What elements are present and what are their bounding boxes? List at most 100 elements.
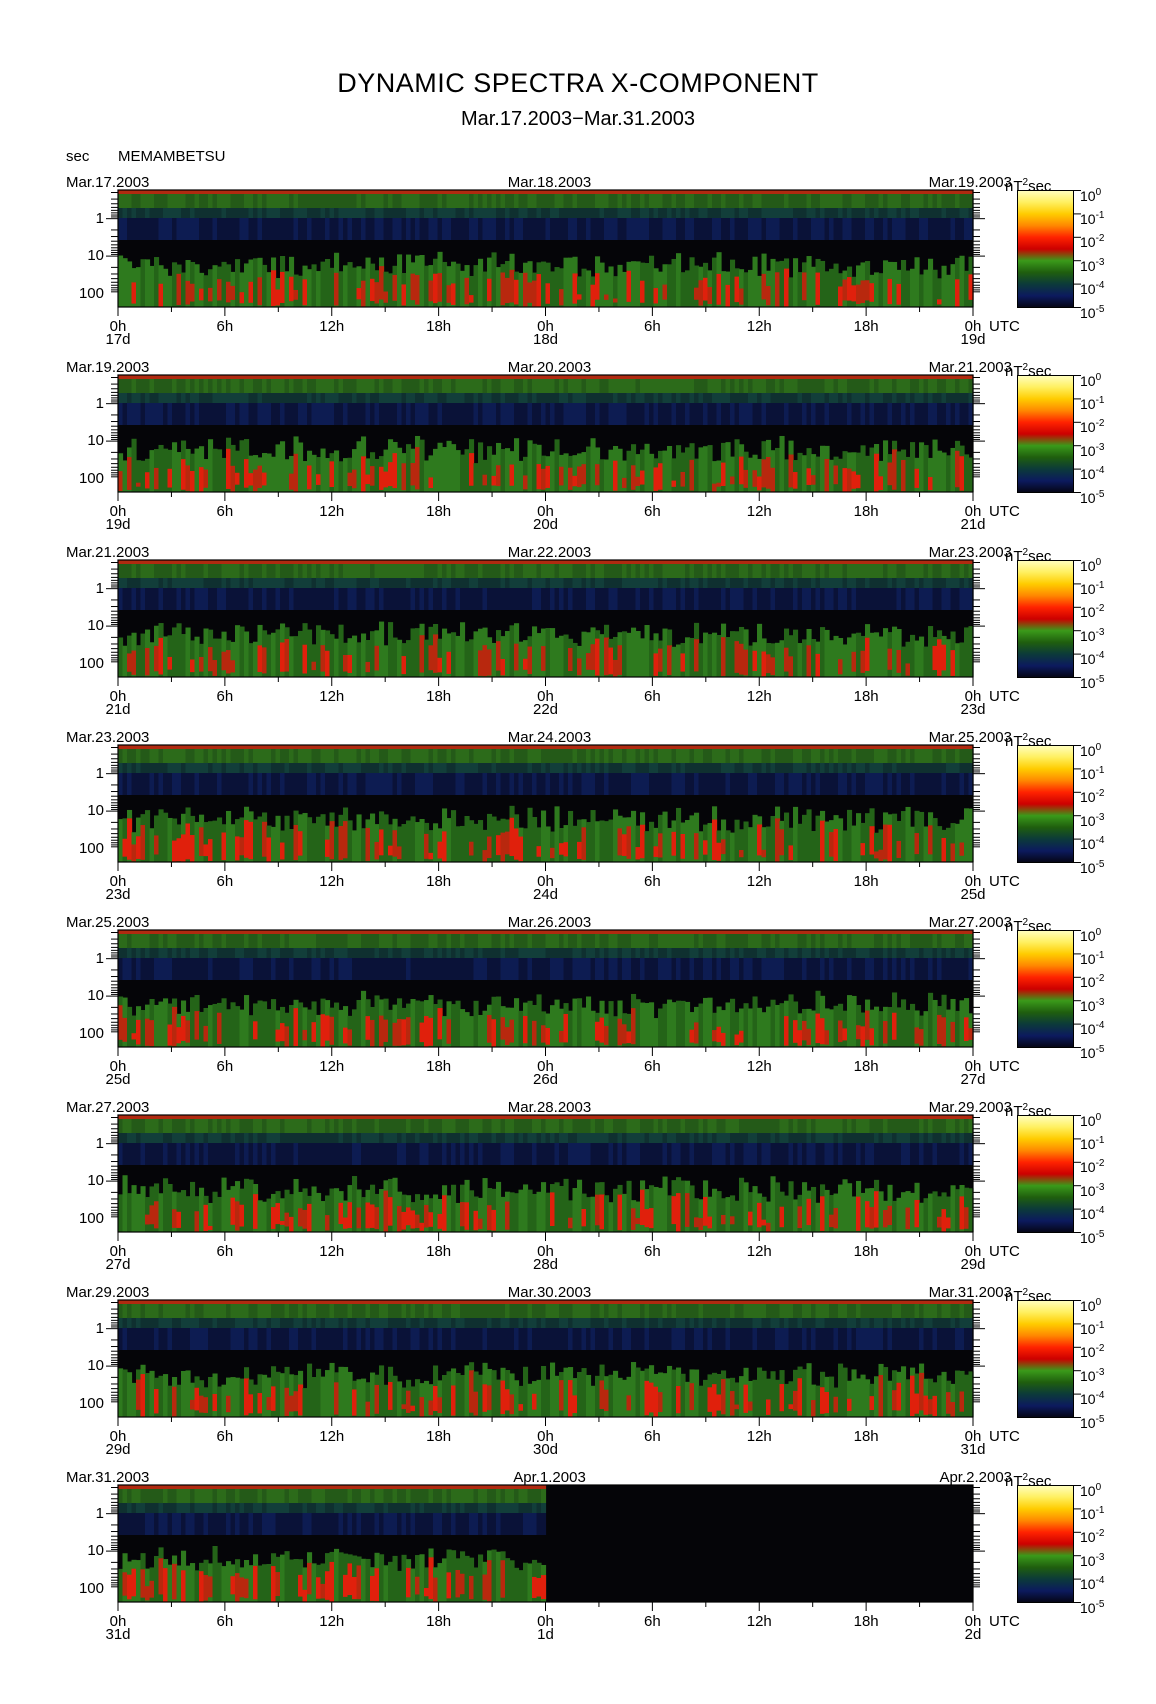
x-tick-label: 0h <box>964 1243 982 1260</box>
x-tick-label: 0h <box>109 1428 127 1445</box>
x-tick-label: 18h <box>426 503 452 520</box>
y-tick-label: 10 <box>87 617 104 635</box>
panel-mid-date: Mar.26.2003 <box>507 914 592 931</box>
colorbar-tick-label: 10-1 <box>1080 209 1105 227</box>
panel-mid-date: Mar.18.2003 <box>507 174 592 191</box>
panel-end-date: Mar.23.2003 <box>928 544 1012 561</box>
y-tick-label: 1 <box>95 1319 104 1337</box>
chart-subtitle: Mar.17.2003−Mar.31.2003 <box>460 108 696 130</box>
day-label: 23d <box>105 886 131 903</box>
colorbar-tick-label: 10-5 <box>1080 1228 1105 1246</box>
day-label: 27d <box>105 1256 131 1273</box>
x-tick-label: 6h <box>644 503 661 520</box>
x-tick-label: 0h <box>964 688 982 705</box>
colorbar <box>1017 930 1081 1048</box>
colorbar <box>1017 1300 1081 1418</box>
colorbar-tick-label: 100 <box>1080 371 1102 389</box>
colorbar-tick-label: 100 <box>1080 1111 1102 1129</box>
panel-mid-date: Apr.1.2003 <box>513 1469 586 1486</box>
x-unit-label: UTC <box>989 873 1020 890</box>
y-tick-label: 10 <box>87 987 104 1005</box>
x-tick-label: 18h <box>853 318 879 335</box>
colorbar-tick-label: 10-2 <box>1080 418 1105 436</box>
y-tick-label: 100 <box>78 654 104 672</box>
y-tick-label: 100 <box>78 1394 104 1412</box>
x-tick-label: 12h <box>319 688 345 705</box>
x-tick-label: 12h <box>319 1613 345 1630</box>
colorbar-tick-label: 10-1 <box>1080 764 1105 782</box>
colorbar-tick-label: 10-4 <box>1080 1205 1105 1223</box>
colorbar-unit: nT2sec <box>1005 177 1052 195</box>
panel-mid-date: Mar.22.2003 <box>507 544 592 561</box>
x-tick-label: 6h <box>216 1428 234 1445</box>
x-tick-label: 18h <box>426 688 452 705</box>
x-tick-label: 0h <box>964 1058 982 1075</box>
x-tick-label: 12h <box>746 503 772 520</box>
x-unit-label: UTC <box>989 503 1020 520</box>
y-tick-label: 1 <box>95 949 104 967</box>
x-tick-label: 6h <box>644 1428 661 1445</box>
day-label: 28d <box>532 1256 559 1273</box>
x-unit-label: UTC <box>989 1613 1020 1630</box>
colorbar <box>1017 745 1081 863</box>
colorbar-tick-label: 10-2 <box>1080 1158 1105 1176</box>
panel-start-date: Mar.21.2003 <box>66 544 150 561</box>
day-label: 29d <box>105 1441 131 1458</box>
colorbar-tick-label: 10-4 <box>1080 1575 1105 1593</box>
colorbar-tick-label: 10-3 <box>1080 626 1105 644</box>
x-tick-label: 0h <box>537 1058 554 1075</box>
colorbar-tick-label: 100 <box>1080 1481 1102 1499</box>
x-tick-label: 6h <box>644 873 661 890</box>
colorbar-tick-label: 10-2 <box>1080 788 1105 806</box>
panel-end-date: Mar.31.2003 <box>928 1284 1012 1301</box>
x-tick-label: 18h <box>853 1058 879 1075</box>
day-label: 31d <box>105 1626 131 1643</box>
x-tick-label: 18h <box>426 1428 452 1445</box>
colorbar-tick-label: 100 <box>1080 186 1102 204</box>
panel-start-date: Mar.31.2003 <box>66 1469 150 1486</box>
day-label: 24d <box>532 886 559 903</box>
x-tick-label: 6h <box>644 318 661 335</box>
colorbar-tick-label: 10-2 <box>1080 1343 1105 1361</box>
x-tick-label: 18h <box>853 1428 879 1445</box>
spectrogram-panel <box>106 559 985 686</box>
x-tick-label: 12h <box>319 873 345 890</box>
x-tick-label: 0h <box>537 1613 554 1630</box>
day-label: 1d <box>537 1626 554 1643</box>
day-label: 20d <box>532 516 559 533</box>
x-tick-label: 0h <box>537 318 554 335</box>
colorbar-tick-label: 10-2 <box>1080 233 1105 251</box>
panel-start-date: Mar.25.2003 <box>66 914 150 931</box>
x-tick-label: 0h <box>964 1613 982 1630</box>
x-tick-label: 12h <box>319 318 345 335</box>
colorbar-unit: nT2sec <box>1005 1472 1052 1490</box>
day-label: 29d <box>960 1256 986 1273</box>
y-tick-label: 1 <box>95 579 104 597</box>
colorbar-tick-label: 10-3 <box>1080 1181 1105 1199</box>
x-unit-label: UTC <box>989 688 1020 705</box>
colorbar-tick-label: 10-3 <box>1080 1551 1105 1569</box>
x-tick-label: 12h <box>319 1058 345 1075</box>
day-label: 18d <box>532 331 559 348</box>
colorbar <box>1017 1485 1081 1603</box>
colorbar-tick-label: 10-5 <box>1080 1598 1105 1616</box>
x-tick-label: 6h <box>644 1058 661 1075</box>
y-tick-label: 100 <box>78 469 104 487</box>
colorbar-unit: nT2sec <box>1005 1287 1052 1305</box>
colorbar-tick-label: 10-5 <box>1080 488 1105 506</box>
x-tick-label: 0h <box>964 318 982 335</box>
x-tick-label: 0h <box>537 503 554 520</box>
x-tick-label: 0h <box>109 873 127 890</box>
panel-start-date: Mar.17.2003 <box>66 174 150 191</box>
y-tick-label: 10 <box>87 1542 104 1560</box>
colorbar-unit: nT2sec <box>1005 362 1052 380</box>
panel-start-date: Mar.19.2003 <box>66 359 150 376</box>
colorbar-tick-label: 10-4 <box>1080 1020 1105 1038</box>
panel-start-date: Mar.29.2003 <box>66 1284 150 1301</box>
y-tick-label: 100 <box>78 1024 104 1042</box>
y-tick-label: 10 <box>87 1357 104 1375</box>
colorbar-unit: nT2sec <box>1005 547 1052 565</box>
x-tick-label: 12h <box>319 503 345 520</box>
y-tick-label: 10 <box>87 432 104 450</box>
colorbar-tick-label: 100 <box>1080 1296 1102 1314</box>
